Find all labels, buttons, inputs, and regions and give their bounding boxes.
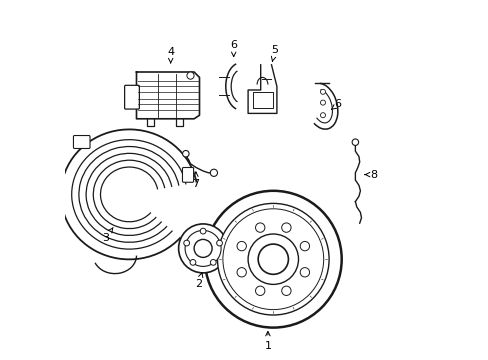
Circle shape	[216, 240, 222, 246]
Circle shape	[255, 286, 264, 296]
Circle shape	[217, 203, 328, 315]
Circle shape	[320, 113, 325, 118]
Text: 8: 8	[364, 170, 377, 180]
Circle shape	[300, 242, 309, 251]
Circle shape	[281, 286, 290, 296]
Circle shape	[200, 228, 205, 234]
Circle shape	[351, 139, 358, 145]
Text: 6: 6	[230, 40, 237, 57]
Circle shape	[237, 267, 246, 277]
Circle shape	[320, 89, 325, 94]
Text: 3: 3	[102, 228, 113, 243]
FancyBboxPatch shape	[182, 167, 193, 182]
Circle shape	[185, 230, 221, 266]
Text: 1: 1	[264, 332, 271, 351]
Circle shape	[183, 240, 189, 246]
Text: 2: 2	[194, 273, 203, 289]
Polygon shape	[247, 65, 276, 113]
Circle shape	[182, 150, 189, 157]
Circle shape	[210, 169, 217, 176]
Circle shape	[247, 234, 298, 284]
Circle shape	[223, 209, 323, 310]
Circle shape	[237, 242, 246, 251]
Polygon shape	[136, 72, 199, 119]
Circle shape	[210, 260, 216, 265]
Text: 4: 4	[167, 47, 174, 63]
FancyBboxPatch shape	[73, 135, 90, 148]
Circle shape	[320, 100, 325, 105]
Circle shape	[194, 239, 212, 257]
Circle shape	[258, 244, 288, 274]
Circle shape	[204, 191, 341, 328]
Circle shape	[186, 72, 194, 79]
Text: 5: 5	[271, 45, 278, 61]
Text: 7: 7	[192, 172, 199, 189]
Circle shape	[255, 223, 264, 232]
FancyBboxPatch shape	[124, 85, 139, 109]
Circle shape	[178, 224, 227, 273]
Circle shape	[190, 260, 195, 265]
Circle shape	[300, 267, 309, 277]
Text: 6: 6	[331, 99, 341, 109]
Circle shape	[281, 223, 290, 232]
